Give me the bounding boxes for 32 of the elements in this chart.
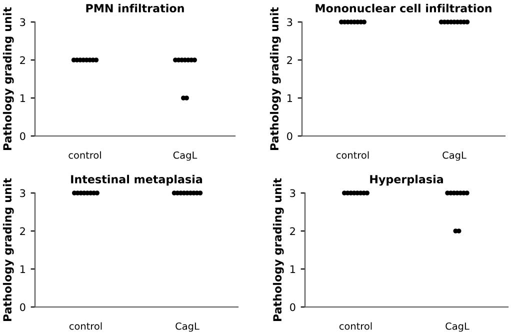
y-axis-title: Pathology grading unit xyxy=(2,7,14,150)
y-tick-label: 3 xyxy=(290,189,296,198)
x-tick-label: control xyxy=(68,151,101,159)
y-tick-label: 3 xyxy=(20,18,26,26)
chart-title: Mononuclear cell infiltration xyxy=(316,4,492,12)
x-tick-label: CagL xyxy=(446,322,470,332)
y-axis-title: Pathology grading unit xyxy=(2,178,14,322)
y-tick-label: 1 xyxy=(287,94,292,102)
chart-title: PMN infiltration xyxy=(86,4,184,12)
y-tick-label: 0 xyxy=(20,132,26,140)
y-tick-label: 2 xyxy=(290,227,295,235)
chart-title: Hyperplasia xyxy=(370,174,443,186)
x-tick-label: control xyxy=(69,322,102,330)
y-tick-label: 2 xyxy=(20,227,25,235)
y-tick-label: 0 xyxy=(290,303,296,312)
chart-title: Intestinal metaplasia xyxy=(71,174,202,186)
y-tick-label: 1 xyxy=(20,94,26,102)
y-axis-title: Pathology grading unit xyxy=(270,7,281,150)
x-tick-label: control xyxy=(336,151,369,159)
x-tick-label: control xyxy=(339,322,372,330)
x-tick-label: CagL xyxy=(173,151,198,161)
y-tick-label: 2 xyxy=(20,56,25,64)
x-tick-label: CagL xyxy=(442,151,466,161)
y-tick-label: 1 xyxy=(20,265,26,273)
y-tick-label: 3 xyxy=(20,189,26,198)
y-axis-title: Pathology grading unit xyxy=(272,178,284,322)
y-tick-label: 1 xyxy=(290,265,296,273)
x-tick-label: CagL xyxy=(176,322,200,332)
y-tick-label: 0 xyxy=(287,132,292,140)
y-tick-label: 2 xyxy=(287,56,292,64)
y-tick-label: 0 xyxy=(20,303,26,312)
y-tick-label: 3 xyxy=(287,18,292,26)
